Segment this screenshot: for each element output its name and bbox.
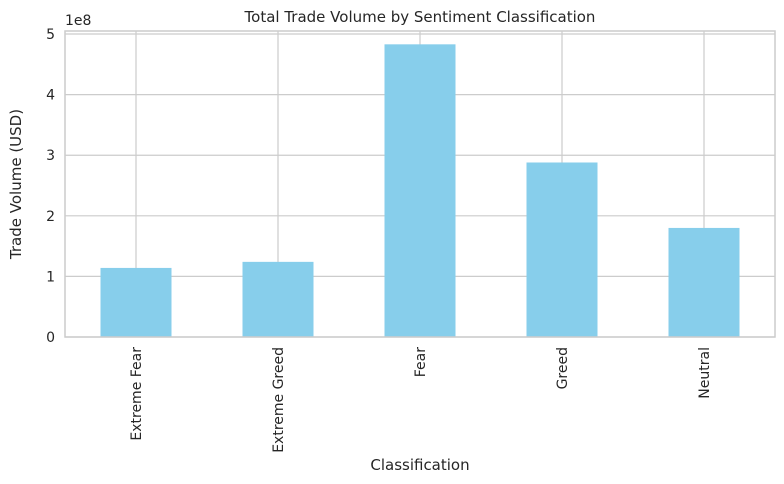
x-tick-label: Extreme Fear <box>129 347 145 441</box>
bar-greed <box>526 162 598 337</box>
y-axis-title: Trade Volume (USD) <box>7 109 25 260</box>
y-tick-label: 2 <box>46 209 55 225</box>
bars <box>100 44 740 338</box>
x-tick-label: Greed <box>555 347 571 389</box>
x-axis-title: Classification <box>370 456 469 474</box>
bar-extreme-fear <box>100 267 172 337</box>
y-tick-label: 5 <box>46 27 55 43</box>
x-tick-label: Extreme Greed <box>271 347 287 453</box>
x-tick-labels: Extreme Fear Extreme Greed Fear Greed Neutra… <box>129 347 713 453</box>
chart-title: Total Trade Volume by Sentiment Classifi… <box>244 8 596 26</box>
plot-frame <box>64 30 776 338</box>
y-tick-label: 3 <box>46 148 55 164</box>
x-tick-label: Fear <box>413 347 429 377</box>
y-tick-label: 4 <box>46 88 55 104</box>
y-axis-offset-label: 1e8 <box>65 13 91 29</box>
bar-fear <box>384 44 456 338</box>
bar-extreme-greed <box>242 261 314 337</box>
bar-neutral <box>668 227 740 337</box>
y-tick-labels: 0 1 2 3 4 5 <box>46 27 55 346</box>
y-tick-label: 0 <box>46 330 55 346</box>
y-tick-label: 1 <box>46 269 55 285</box>
x-tick-label: Neutral <box>697 347 713 399</box>
